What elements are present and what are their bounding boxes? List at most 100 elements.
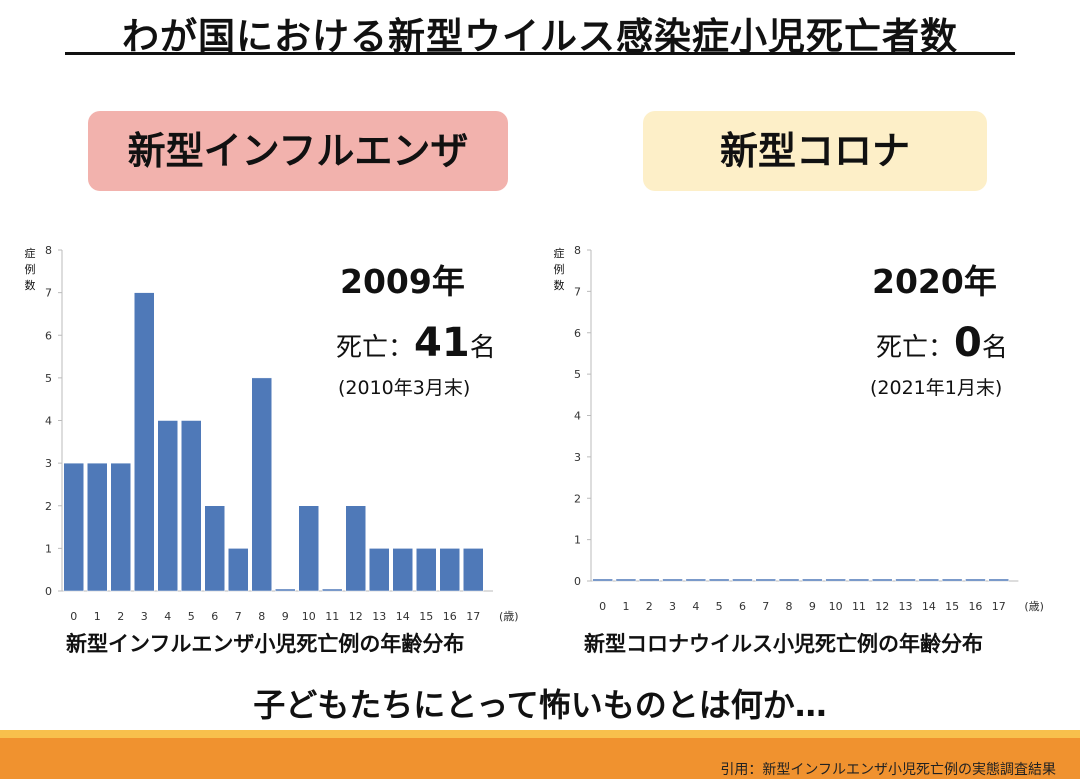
covid-bar (965, 578, 986, 582)
covid-x-tick-label: 8 (786, 600, 793, 613)
flu-y-tick-label: 3 (45, 457, 52, 470)
flu-y-tick-label: 7 (45, 287, 52, 300)
flu-bar (228, 548, 249, 592)
flu-bar (345, 505, 366, 592)
flu-bar (416, 548, 437, 592)
covid-deaths-value: 0 (954, 320, 982, 366)
flu-y-tick-label: 6 (45, 329, 52, 342)
flu-x-tick-label: 10 (302, 610, 316, 623)
flu-y-tick-label: 2 (45, 500, 52, 513)
covid-x-tick-label: 3 (669, 600, 676, 613)
covid-label-box: 新型コロナ (643, 111, 987, 191)
covid-x-tick-label: 10 (829, 600, 843, 613)
flu-ylabel: 症例数 (24, 247, 36, 292)
covid-x-tick-label: 2 (646, 600, 653, 613)
footer-band (0, 730, 1080, 779)
flu-x-tick-label: 4 (164, 610, 171, 623)
flu-bar (157, 420, 178, 592)
flu-bar (322, 588, 343, 592)
flu-x-tick-label: 6 (211, 610, 218, 623)
flu-y-tick-label: 1 (45, 542, 52, 555)
flu-x-tick-label: 14 (396, 610, 410, 623)
covid-x-unit: (歳) (1024, 600, 1044, 613)
covid-bar (872, 578, 893, 582)
covid-y-tick-label: 3 (574, 451, 581, 464)
flu-deaths-unit: 名 (469, 333, 496, 363)
flu-x-tick-label: 9 (282, 610, 289, 623)
title-underline (65, 52, 1015, 55)
page-title: わが国における新型ウイルス感染症小児死亡者数 (122, 15, 958, 58)
flu-x-tick-label: 12 (349, 610, 363, 623)
flu-bar (87, 462, 108, 592)
flu-bar (181, 420, 202, 592)
flu-bar (63, 462, 84, 592)
flu-x-tick-label: 3 (141, 610, 148, 623)
flu-y-tick-label: 5 (45, 372, 52, 385)
flu-x-tick-label: 16 (443, 610, 457, 623)
covid-x-tick-label: 7 (762, 600, 769, 613)
covid-bar (592, 578, 613, 582)
covid-y-tick-label: 2 (574, 492, 581, 505)
flu-y-tick-label: 0 (45, 585, 52, 598)
covid-x-tick-label: 0 (599, 600, 606, 613)
flu-bar (275, 588, 296, 592)
flu-bar (251, 377, 272, 592)
flu-year: 2009年 (340, 262, 465, 301)
flu-bar (369, 548, 390, 592)
flu-x-tick-label: 13 (372, 610, 386, 623)
closing-question: 子どもたちにとって怖いものとは何か… (253, 686, 827, 724)
covid-x-tick-label: 17 (992, 600, 1006, 613)
flu-bar (463, 548, 484, 592)
flu-x-tick-label: 8 (258, 610, 265, 623)
flu-bar (392, 548, 413, 592)
covid-as-of: (2021年1月末) (870, 377, 1003, 399)
flu-bar (204, 505, 225, 592)
covid-x-tick-label: 6 (739, 600, 746, 613)
covid-bar (802, 578, 823, 582)
flu-x-tick-label: 5 (188, 610, 195, 623)
flu-x-unit: (歳) (499, 610, 519, 623)
flu-label-box: 新型インフルエンザ (88, 111, 508, 191)
flu-as-of: (2010年3月末) (338, 377, 471, 399)
flu-deaths-prefix: 死亡： (336, 333, 415, 363)
covid-deaths-unit: 名 (981, 333, 1008, 363)
covid-y-tick-label: 5 (574, 368, 581, 381)
covid-x-tick-label: 5 (716, 600, 723, 613)
covid-bar (941, 578, 963, 582)
covid-bar (639, 578, 660, 582)
covid-bar (825, 578, 846, 582)
flu-bar (134, 292, 155, 592)
covid-y-tick-label: 0 (574, 575, 581, 588)
covid-x-tick-label: 9 (809, 600, 816, 613)
flu-deaths-value: 41 (414, 320, 470, 366)
flu-x-tick-label: 2 (117, 610, 124, 623)
covid-bar (708, 578, 730, 582)
covid-bar (662, 578, 683, 582)
flu-x-tick-label: 17 (466, 610, 480, 623)
flu-bar (110, 462, 131, 592)
flu-caption: 新型インフルエンザ小児死亡例の年齢分布 (66, 632, 465, 656)
flu-x-tick-label: 0 (70, 610, 77, 623)
covid-bar (848, 578, 870, 582)
covid-bar (755, 578, 776, 582)
covid-x-tick-label: 14 (922, 600, 936, 613)
covid-year: 2020年 (872, 262, 997, 301)
flu-x-tick-label: 15 (419, 610, 433, 623)
covid-bar (778, 578, 800, 582)
covid-caption: 新型コロナウイルス小児死亡例の年齢分布 (584, 632, 983, 656)
covid-bar (895, 578, 916, 582)
flu-y-tick-label: 4 (45, 415, 52, 428)
covid-y-tick-label: 7 (574, 285, 581, 298)
flu-bar (439, 548, 460, 592)
covid-y-tick-label: 1 (574, 534, 581, 547)
covid-y-tick-label: 4 (574, 410, 581, 423)
covid-x-tick-label: 13 (899, 600, 913, 613)
covid-x-tick-label: 12 (875, 600, 889, 613)
covid-bar (615, 578, 637, 582)
flu-x-tick-label: 1 (94, 610, 101, 623)
covid-x-tick-label: 11 (852, 600, 866, 613)
covid-bar (732, 578, 753, 582)
covid-y-tick-label: 8 (574, 244, 581, 257)
